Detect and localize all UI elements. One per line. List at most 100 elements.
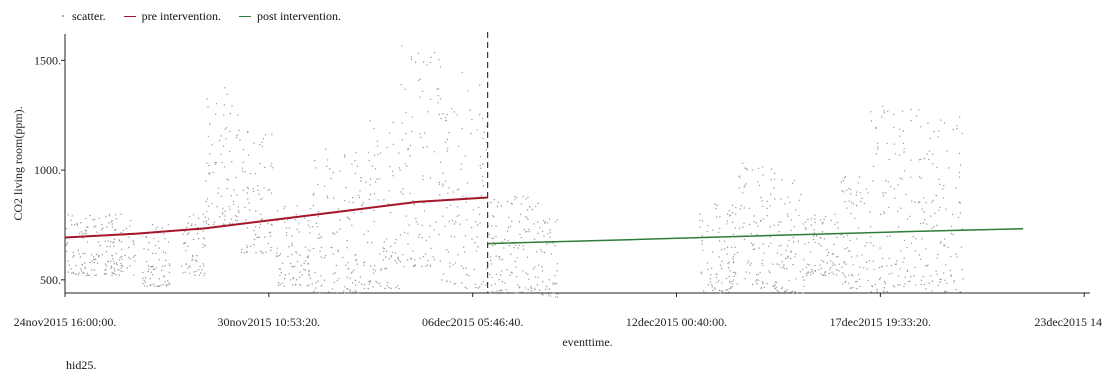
scatter-point [419,233,421,236]
scatter-point [938,209,940,212]
scatter-point [738,227,741,229]
scatter-point [182,272,184,274]
scatter-point [755,222,757,224]
scatter-point [520,203,523,205]
scatter-point [516,257,518,259]
scatter-point [709,281,711,283]
scatter-point [960,246,963,248]
scatter-point [867,279,869,282]
scatter-point [538,264,540,266]
scatter-point [905,193,907,196]
scatter-point [895,263,897,265]
scatter-point [247,154,250,156]
scatter-point [319,237,321,239]
scatter-point [168,264,171,267]
scatter-point [848,187,850,190]
scatter-point [447,147,449,150]
scatter-point [479,222,481,224]
scatter-point [950,274,952,276]
scatter-point [68,264,71,266]
scatter-point [134,254,136,257]
scatter-point [876,142,879,144]
scatter-point [479,84,481,86]
scatter-point [763,286,766,289]
scatter-point [278,268,280,270]
scatter-point [347,267,349,270]
scatter-point [901,178,903,180]
scatter-point [452,264,454,266]
scatter-point [453,223,456,225]
scatter-point [373,268,375,271]
scatter-point [711,267,713,269]
scatter-point [915,115,918,117]
scatter-point [466,219,468,221]
scatter-point [759,271,761,274]
scatter-point [785,257,787,260]
scatter-point [807,272,809,274]
scatter-point [745,168,748,170]
scatter-point [225,138,227,140]
scatter-point [308,284,310,286]
scatter-point [462,195,464,198]
scatter-point [901,110,904,112]
scatter-point [734,271,736,274]
scatter-point [712,229,714,231]
scatter-point [457,254,459,256]
scatter-point [394,260,396,262]
scatter-point [863,202,865,205]
scatter-point [842,272,844,274]
scatter-point [207,223,210,226]
scatter-point [772,263,774,265]
scatter-point [508,216,510,218]
scatter-point [307,255,309,257]
scatter-point [898,154,901,156]
scatter-point [933,130,935,133]
scatter-point [883,287,885,289]
scatter-point [872,165,875,168]
scatter-point [491,263,493,265]
scatter-point [226,93,228,96]
scatter-point [552,292,555,294]
scatter-point [711,283,713,286]
scatter-point [374,270,377,272]
scatter-point [720,290,722,292]
scatter-point [756,279,758,281]
scatter-point [77,274,79,276]
scatter-point [496,205,499,208]
scatter-point [360,177,362,179]
scatter-point [725,289,727,291]
scatter-point [850,212,852,215]
scatter-point [461,71,463,74]
scatter-point [537,221,539,223]
scatter-point [723,248,726,250]
scatter-point [477,287,479,289]
scatter-point [246,252,248,254]
scatter-point [825,274,827,277]
scatter-point [279,253,282,255]
scatter-point [291,244,293,247]
scatter-point [489,259,492,262]
scatter-point [281,262,284,264]
scatter-point [405,111,407,114]
scatter-point [394,242,396,244]
scatter-point [490,256,492,258]
scatter-point [399,169,401,171]
scatter-point [940,241,942,243]
scatter-point [548,279,550,281]
scatter-point [253,142,255,144]
scatter-point [309,207,312,210]
scatter-point [482,137,484,140]
scatter-point [267,223,269,225]
scatter-point [147,248,149,251]
scatter-point [344,292,347,294]
scatter-point [543,235,545,237]
scatter-point [846,247,849,249]
scatter-point [366,241,369,244]
scatter-point [147,270,149,273]
scatter-point [428,236,431,238]
scatter-point [761,200,763,202]
scatter-point [191,258,193,260]
scatter-point [495,225,497,227]
scatter-point [368,198,370,201]
scatter-point [162,251,165,253]
